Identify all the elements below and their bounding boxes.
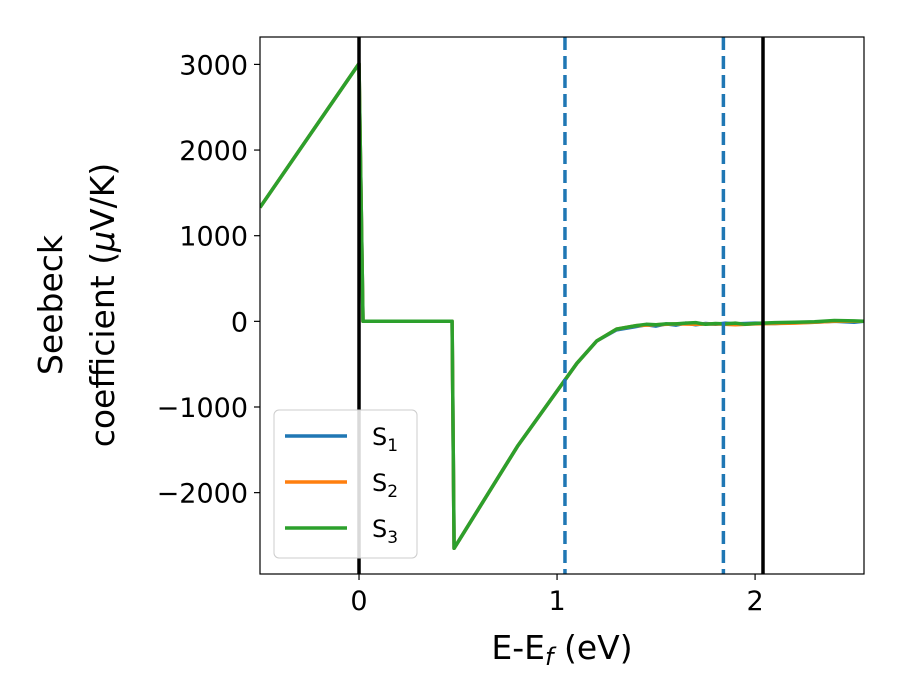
y-tick-label-3: 0 (231, 307, 248, 338)
plot-area (260, 37, 864, 574)
y-tick-label-1: 2000 (179, 136, 248, 167)
plot-frame (259, 36, 865, 575)
x-axis-label: E-Ef (eV) (491, 628, 632, 671)
series-line-3 (260, 61, 864, 551)
x-tick-label-1: 1 (548, 586, 565, 617)
legend: S1 S2 S3 (273, 409, 418, 559)
y-tick-label-5: −2000 (157, 479, 248, 510)
legend-box (273, 409, 418, 559)
legend-label-2: S2 (372, 469, 398, 502)
axis-ticks: 0 1 2 3000 2000 1000 0 −1000 −2000 (157, 50, 764, 617)
y-tick-label-0: 3000 (179, 50, 248, 81)
y-tick-label-4: −1000 (157, 393, 248, 424)
legend-label-3: S3 (372, 515, 398, 548)
x-tick-label-0: 0 (350, 586, 367, 617)
y-tick-label-2: 1000 (179, 222, 248, 253)
y-axis-label-line1: Seebeck (31, 234, 70, 375)
y-axis-label-line2: coefficient (μV/K) (83, 163, 122, 448)
legend-label-1: S1 (372, 423, 398, 456)
x-tick-label-2: 2 (746, 586, 763, 617)
y-axis-label: Seebeck coefficient (μV/K) (31, 163, 122, 448)
